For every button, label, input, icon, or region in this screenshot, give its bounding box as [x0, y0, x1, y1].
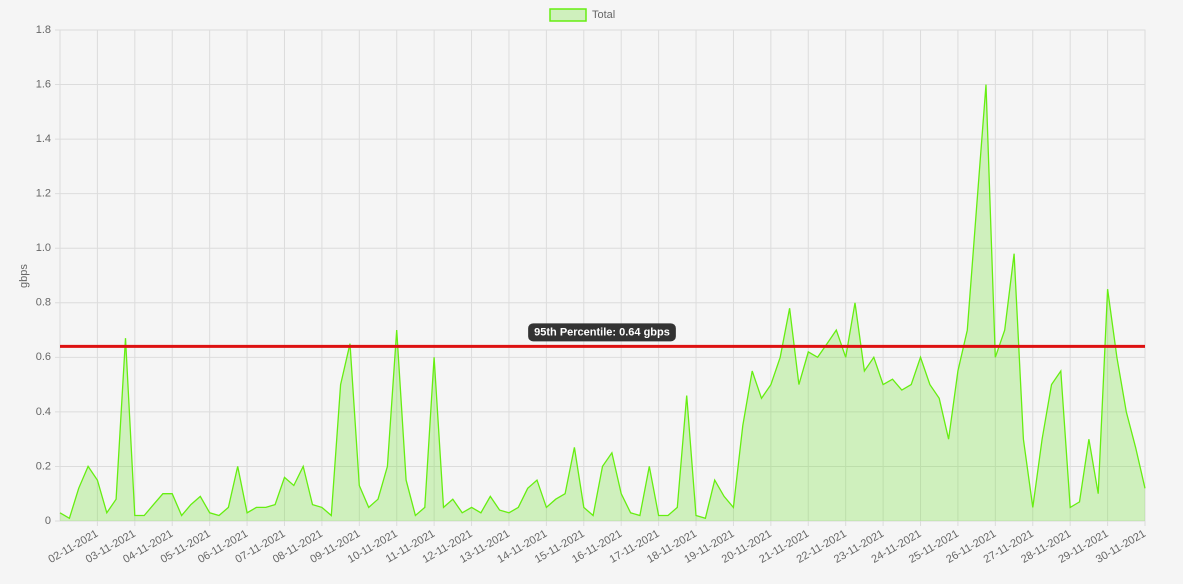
y-tick-label: 0.2: [36, 460, 51, 472]
series-line: [59, 84, 1146, 520]
y-tick-label: 1.8: [36, 24, 51, 36]
y-tick-label: 0.6: [36, 351, 51, 363]
threshold-annotation: 95th Percentile: 0.64 gbps: [528, 323, 676, 342]
y-tick-label: 1.4: [36, 133, 51, 145]
y-tick-label: 1.0: [36, 242, 51, 254]
y-axis-label: gbps: [18, 264, 30, 288]
threshold-label: 95th Percentile: 0.64 gbps: [534, 326, 670, 338]
legend-label: Total: [592, 9, 615, 21]
area-fill: [60, 84, 1145, 521]
legend-swatch: [549, 8, 587, 22]
y-tick-label: 1.6: [36, 78, 51, 90]
y-tick-label: 0: [45, 515, 51, 527]
threshold-label-box: [528, 323, 676, 342]
y-tick-label: 0.8: [36, 297, 51, 309]
y-tick-label: 0.4: [36, 406, 51, 418]
y-tick-label: 1.2: [36, 188, 51, 200]
